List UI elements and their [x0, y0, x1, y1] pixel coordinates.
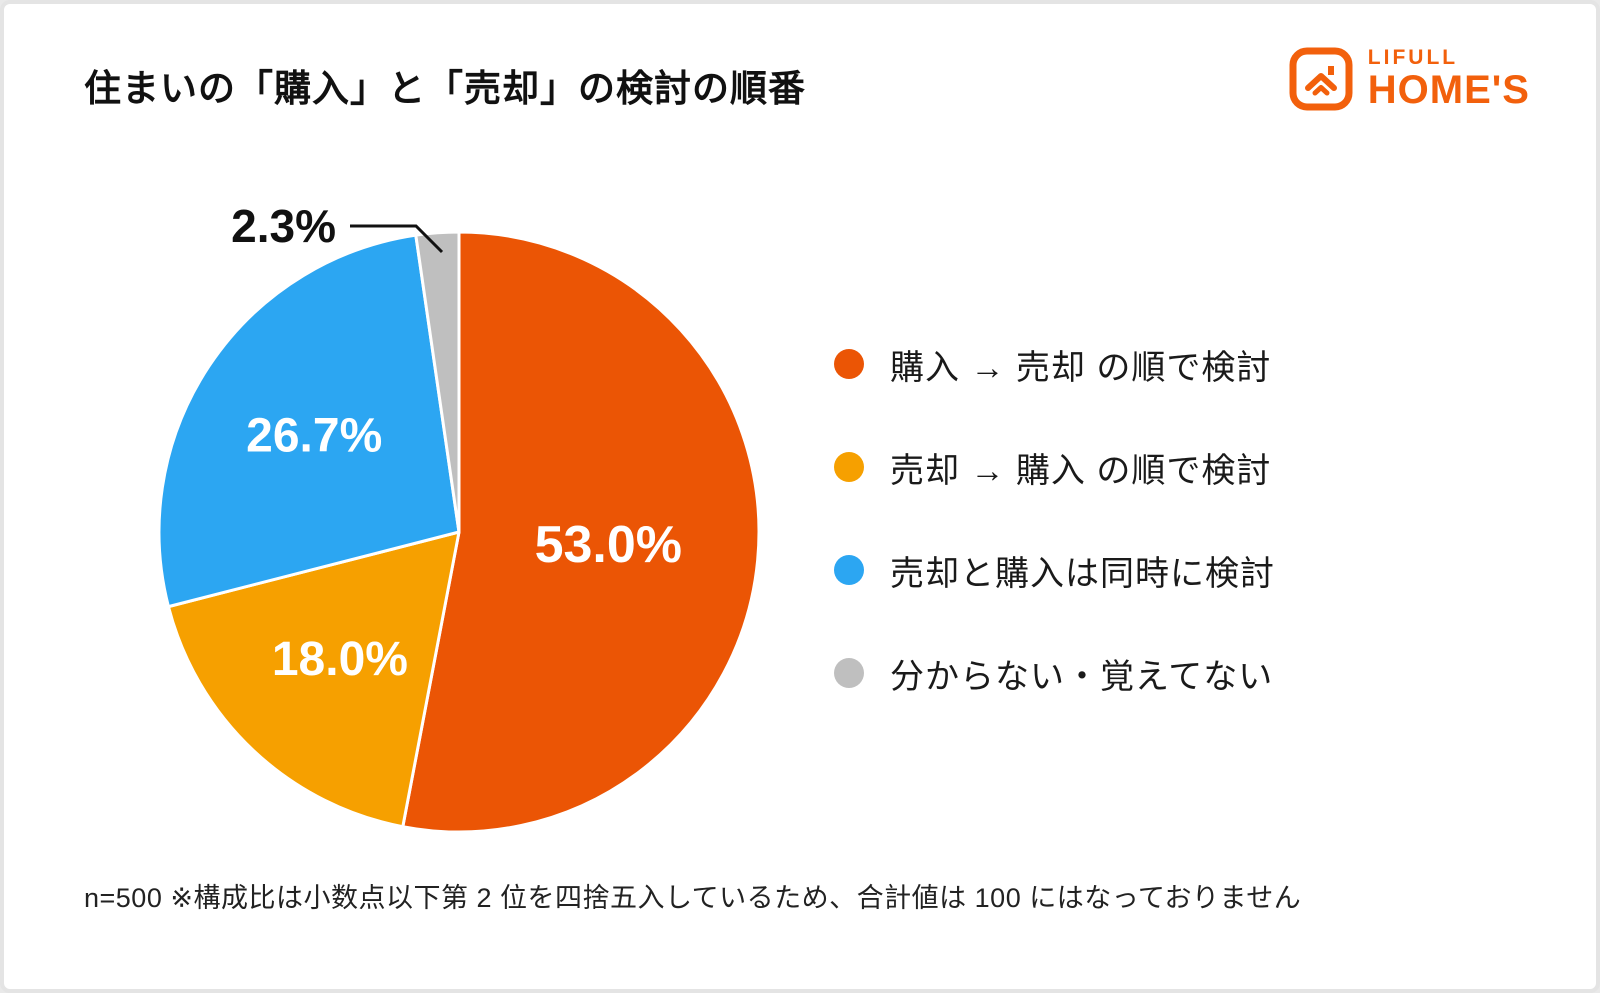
pie-label: 26.7%: [246, 410, 382, 463]
legend: 購入 → 売却 の順で検討 売却 → 購入 の順で検討 売却と購入は同時に検討 分から…: [834, 344, 1275, 756]
legend-item-1: 売却 → 購入 の順で検討: [834, 447, 1275, 490]
legend-item-3: 分からない・覚えてない: [834, 653, 1275, 696]
legend-item-0: 購入 → 売却 の順で検討: [834, 344, 1275, 387]
logo-brand-bottom: HOME'S: [1367, 68, 1530, 113]
legend-dot: [834, 452, 864, 482]
legend-dot: [834, 658, 864, 688]
legend-dot: [834, 349, 864, 379]
logo-brand-top: LIFULL: [1367, 45, 1459, 69]
pie-slice-1: [166, 530, 461, 829]
pie-slice-0: [401, 230, 761, 834]
pie-chart: 53.0% 18.0% 26.7% 2.3%: [157, 200, 761, 834]
house-icon: [1289, 47, 1353, 111]
pie-slice-3: [414, 230, 461, 534]
page-title: 住まいの「購入」と「売却」の検討の順番: [84, 68, 806, 109]
pie-slice-2: [157, 233, 461, 609]
lifull-homes-logo: LIFULL HOME'S: [1288, 46, 1530, 112]
pie-label-outside: 2.3%: [231, 200, 336, 252]
logo-text: LIFULL HOME'S: [1367, 45, 1530, 113]
pie-chart-area: 53.0% 18.0% 26.7% 2.3%: [124, 174, 884, 874]
legend-dot: [834, 555, 864, 585]
pie-label: 53.0%: [535, 516, 682, 574]
legend-label: 購入 → 売却 の順で検討: [890, 348, 1272, 387]
legend-item-2: 売却と購入は同時に検討: [834, 550, 1275, 593]
legend-label: 売却と購入は同時に検討: [890, 554, 1275, 593]
legend-label: 売却 → 購入 の順で検討: [890, 451, 1272, 490]
pie-label: 18.0%: [272, 633, 408, 686]
legend-label: 分からない・覚えてない: [890, 657, 1274, 696]
footnote: n=500 ※構成比は小数点以下第 2 位を四捨五入しているため、合計値は 10…: [84, 883, 1302, 913]
pie-label-leader-line: [350, 224, 444, 254]
